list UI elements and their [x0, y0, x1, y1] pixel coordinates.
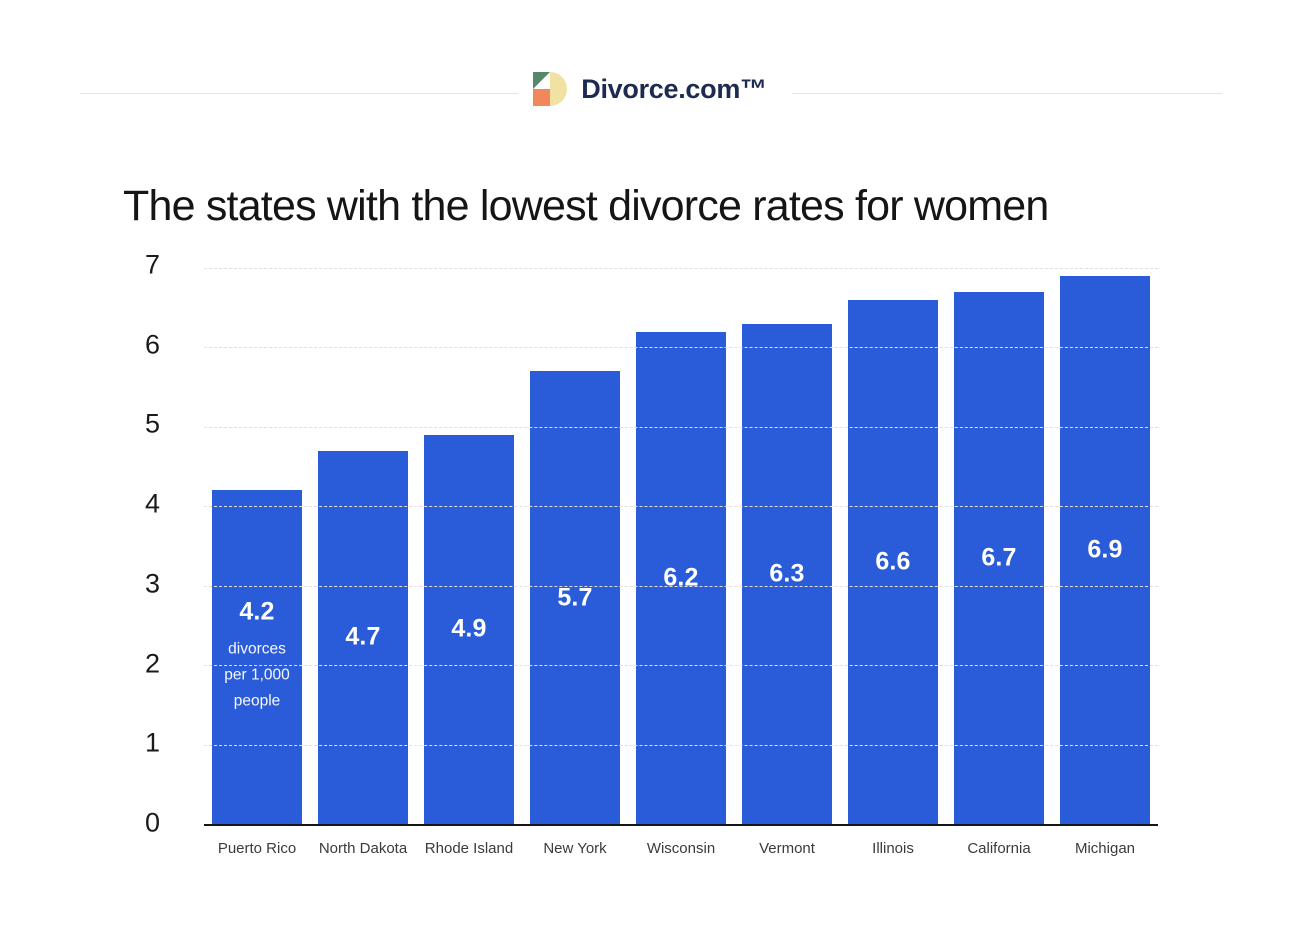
gridline: [204, 426, 1158, 428]
plot-area: 4.2 divorces per 1,000 people 4.7 4.9 5.7 6.2 6.…: [204, 268, 1158, 826]
bar-new-york: 5.7: [530, 371, 620, 824]
bar-slot: 4.2 divorces per 1,000 people: [204, 268, 310, 824]
bar-vermont: 6.3: [742, 323, 832, 824]
y-tick-label: 7: [144, 249, 160, 280]
bar-label-block: 6.2: [636, 564, 725, 592]
y-axis: 0 1 2 3 4 5 6 7: [0, 251, 160, 836]
bar-value-label: 6.9: [1087, 535, 1123, 564]
bar-label-block: 4.7: [318, 622, 407, 652]
bar-rhode-island: 4.9: [424, 434, 514, 824]
unit-annotation-line: per 1,000: [224, 666, 290, 684]
bar-slot: 4.7: [310, 268, 416, 824]
bar-series: 4.2 divorces per 1,000 people 4.7 4.9 5.7 6.2 6.…: [204, 268, 1158, 824]
y-tick-label: 2: [144, 647, 160, 678]
gridline: [204, 744, 1158, 746]
bar-slot: 6.6: [840, 268, 946, 824]
bar-california: 6.7: [954, 291, 1044, 824]
bar-value-label: 6.2: [663, 563, 699, 592]
bar-label-block: 4.2 divorces per 1,000 people: [212, 597, 301, 716]
bar-label-block: 6.3: [742, 560, 831, 588]
divorce-logo-icon: [533, 72, 568, 106]
bar-value-label: 6.6: [875, 547, 911, 576]
bar-label-block: 6.6: [848, 548, 937, 576]
x-category-label: Wisconsin: [646, 840, 716, 857]
y-tick-label: 4: [144, 488, 160, 519]
bar-slot: 4.9: [416, 268, 522, 824]
bar-slot: 5.7: [522, 268, 628, 824]
header-divider-right: [792, 93, 1222, 94]
unit-annotation-line: people: [233, 693, 281, 711]
y-tick-label: 3: [144, 568, 160, 599]
bar-north-dakota: 4.7: [318, 450, 408, 824]
x-category-label: Illinois: [872, 840, 914, 857]
gridline: [204, 585, 1158, 587]
x-category-label: New York: [543, 840, 607, 857]
y-tick-label: 1: [144, 727, 160, 758]
gridline: [204, 347, 1158, 349]
x-category-label: Vermont: [759, 840, 815, 857]
bar-puerto-rico: 4.2 divorces per 1,000 people: [212, 490, 302, 824]
bar-value-label: 4.9: [451, 614, 487, 643]
x-category-label: Puerto Rico: [217, 840, 297, 857]
brand-logo: Divorce.com™: [0, 72, 1300, 106]
bar-wisconsin: 6.2: [636, 331, 726, 824]
bar-slot: 6.3: [734, 268, 840, 824]
bar-value-label: 4.2: [239, 597, 275, 626]
gridline: [204, 268, 1158, 269]
bar-value-label: 6.7: [981, 543, 1017, 572]
unit-annotation: divorces per 1,000 people: [212, 636, 301, 715]
bar-value-label: 4.7: [345, 622, 381, 651]
unit-annotation-line: divorces: [228, 640, 286, 658]
x-axis: Puerto Rico North Dakota Rhode Island New Y…: [204, 840, 1158, 858]
x-category-label: North Dakota: [318, 840, 408, 857]
bar-label-block: 5.7: [530, 582, 619, 612]
y-tick-label: 6: [144, 328, 160, 359]
bar-label-block: 6.7: [954, 544, 1043, 572]
x-category-label: California: [967, 840, 1031, 857]
bar-slot: 6.7: [946, 268, 1052, 824]
bar-value-label: 5.7: [557, 582, 593, 611]
bar-slot: 6.9: [1052, 268, 1158, 824]
gridline: [204, 665, 1158, 667]
x-category-label: Rhode Island: [424, 840, 514, 857]
bar-michigan: 6.9: [1060, 275, 1150, 824]
brand-wordmark: Divorce.com™: [581, 73, 767, 104]
page-title: The states with the lowest divorce rates…: [123, 181, 1049, 230]
bar-illinois: 6.6: [848, 299, 938, 824]
y-tick-label: 0: [144, 807, 160, 838]
bar-label-block: 6.9: [1060, 536, 1149, 564]
bar-label-block: 4.9: [424, 614, 513, 644]
x-category-label: Michigan: [1074, 840, 1136, 857]
y-tick-label: 5: [144, 408, 160, 439]
bar-value-label: 6.3: [769, 559, 805, 588]
bar-slot: 6.2: [628, 268, 734, 824]
header-divider-left: [80, 93, 518, 94]
gridline: [204, 506, 1158, 508]
